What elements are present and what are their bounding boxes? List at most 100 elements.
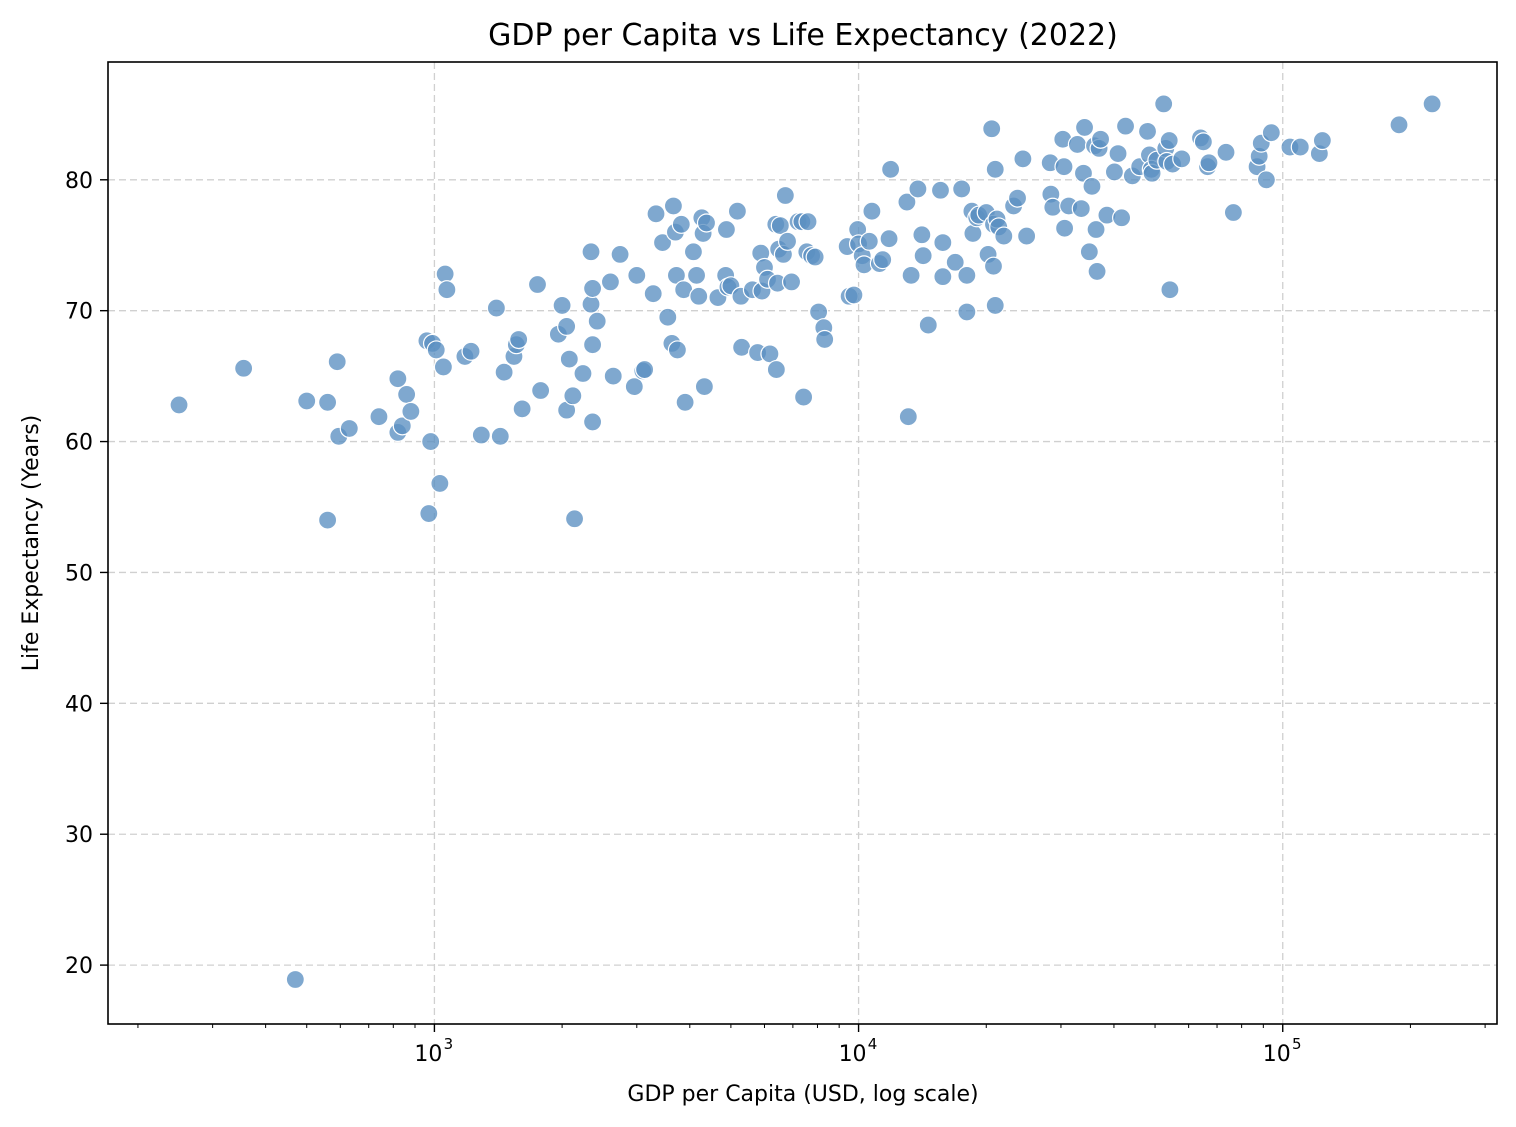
data-point <box>397 384 417 405</box>
chart-title: GDP per Capita vs Life Expectancy (2022) <box>488 18 1118 53</box>
y-axis-ticks: 20 30 40 50 60 70 80 <box>65 169 108 979</box>
data-point <box>297 391 317 411</box>
data-point <box>169 395 189 415</box>
data-point <box>1216 142 1236 162</box>
data-point <box>339 418 359 439</box>
data-point <box>1082 176 1102 196</box>
data-point <box>388 369 408 389</box>
data-point <box>985 159 1005 179</box>
data-point <box>646 204 666 224</box>
data-point <box>897 192 917 212</box>
x-tick-label-exponent: 3 <box>444 1035 454 1053</box>
data-point <box>564 509 585 529</box>
data-point <box>1079 242 1099 262</box>
data-point <box>401 401 421 422</box>
data-point <box>1154 94 1174 114</box>
data-point <box>933 267 953 287</box>
data-point <box>716 219 737 240</box>
data-point <box>1290 137 1310 157</box>
data-point <box>663 196 684 216</box>
y-tick-label: 30 <box>65 823 93 848</box>
data-point <box>559 349 579 369</box>
data-point <box>1172 149 1192 169</box>
data-point <box>1159 130 1179 151</box>
grid-lines <box>108 62 1497 1024</box>
plot-frame <box>107 61 1498 1025</box>
data-point <box>573 363 593 384</box>
data-point <box>957 265 977 285</box>
data-point <box>603 366 623 386</box>
data-point <box>1067 134 1087 155</box>
data-point <box>1261 123 1281 143</box>
y-tick-label: 20 <box>65 954 93 979</box>
data-point <box>1115 116 1136 136</box>
x-tick-label-exponent: 4 <box>868 1035 878 1053</box>
data-point <box>624 376 644 397</box>
data-point <box>318 392 338 412</box>
data-point <box>1389 115 1409 135</box>
data-point <box>527 274 548 295</box>
data-point <box>727 201 748 221</box>
data-point <box>426 340 446 360</box>
data-point <box>437 280 457 300</box>
data-point <box>582 335 603 355</box>
data-point <box>1017 226 1037 246</box>
data-point <box>582 278 603 299</box>
data-point <box>512 399 532 419</box>
data-point <box>318 510 338 530</box>
y-tick-label: 40 <box>65 692 93 717</box>
data-point <box>901 265 921 285</box>
data-point <box>777 231 798 251</box>
y-tick-label: 70 <box>65 300 93 325</box>
data-point <box>1090 129 1111 149</box>
data-point <box>1074 117 1095 138</box>
y-tick-label: 60 <box>65 431 93 456</box>
x-tick-label: 10 <box>414 1042 442 1067</box>
data-point <box>862 201 882 221</box>
data-point <box>563 386 583 406</box>
data-point <box>732 337 752 357</box>
data-point <box>1043 197 1063 217</box>
data-point <box>898 407 918 427</box>
data-point <box>1108 144 1128 164</box>
data-point <box>694 376 714 397</box>
data-point <box>671 214 691 234</box>
data-point <box>234 358 254 378</box>
data-point <box>557 316 577 336</box>
y-tick-label: 80 <box>65 169 93 194</box>
data-point <box>552 295 572 316</box>
data-point <box>471 425 491 445</box>
data-point <box>509 329 529 350</box>
data-point <box>781 272 802 292</box>
data-point <box>658 307 678 327</box>
data-point <box>873 250 893 270</box>
data-point <box>369 407 389 427</box>
data-point <box>945 252 965 272</box>
data-point <box>1112 208 1132 228</box>
data-point <box>1054 218 1075 238</box>
data-points <box>169 94 1442 990</box>
data-point <box>686 265 707 285</box>
data-point <box>419 503 439 524</box>
data-point <box>494 362 514 382</box>
data-point <box>667 340 688 360</box>
data-point <box>908 179 928 199</box>
data-point <box>696 213 717 233</box>
data-point <box>912 225 932 245</box>
data-point <box>918 315 938 335</box>
data-point <box>1007 188 1028 208</box>
data-point <box>798 212 818 232</box>
data-point <box>983 256 1004 276</box>
data-point <box>1160 280 1180 300</box>
data-point <box>635 359 655 380</box>
x-tick-label: 10 <box>1263 1042 1291 1067</box>
data-point <box>930 180 951 200</box>
data-point <box>652 233 673 253</box>
data-point <box>766 359 786 380</box>
data-point <box>490 426 510 446</box>
data-point <box>805 247 825 267</box>
data-point <box>461 341 481 361</box>
data-point <box>1312 130 1332 151</box>
y-tick-label: 50 <box>65 561 93 586</box>
data-point <box>994 226 1014 246</box>
